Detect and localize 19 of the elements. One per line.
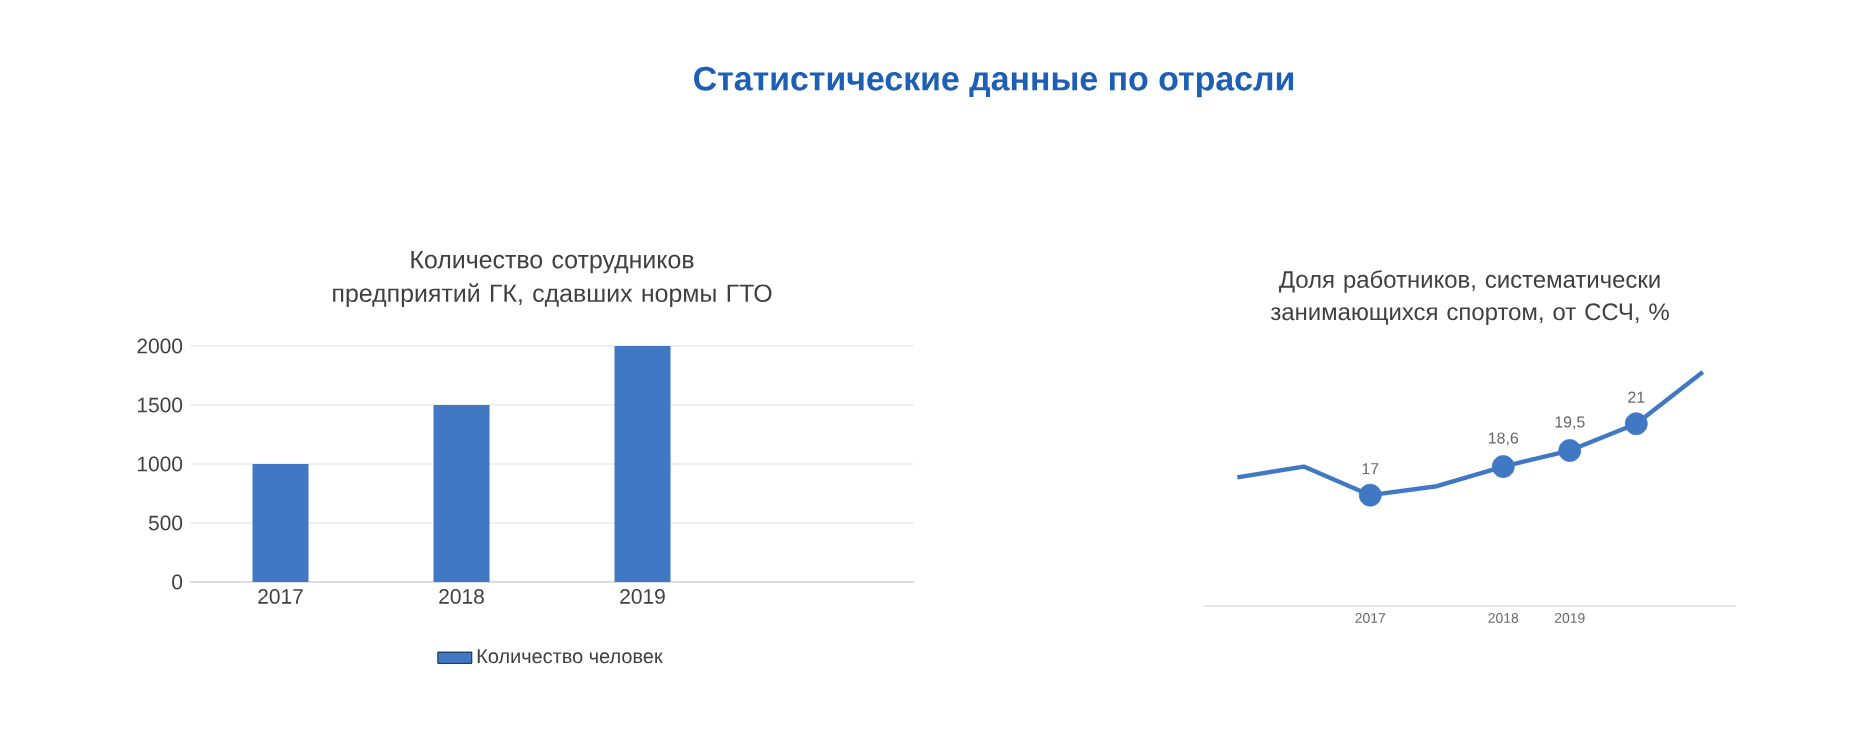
x-tick-label: 2017 [258, 589, 303, 604]
point [1624, 412, 1648, 436]
bar [614, 346, 671, 582]
point [1491, 455, 1515, 478]
bar [433, 405, 490, 582]
x-tick-label: 2018 [439, 589, 484, 604]
y-tick-label: 1000 [138, 456, 183, 472]
text: Статистические данные по отрасли [694, 66, 1293, 98]
bar [252, 464, 309, 582]
y-tick-label: 1500 [138, 397, 183, 413]
point [1358, 483, 1382, 507]
chart-title: Количество сотрудников предприятий ГК, сдавших нормы ГТО [333, 251, 772, 307]
y-tick-label: 0 [172, 574, 183, 590]
y-tick-label: 500 [148, 515, 183, 531]
point [1558, 439, 1582, 462]
legend-label: Количество человек [477, 649, 663, 664]
x-tick-label: 2019 [620, 589, 665, 604]
y-tick-label: 2000 [137, 338, 183, 354]
chart-title: Доля работников, систематически занимающихся спортом, от ССЧ, % [1270, 270, 1669, 325]
